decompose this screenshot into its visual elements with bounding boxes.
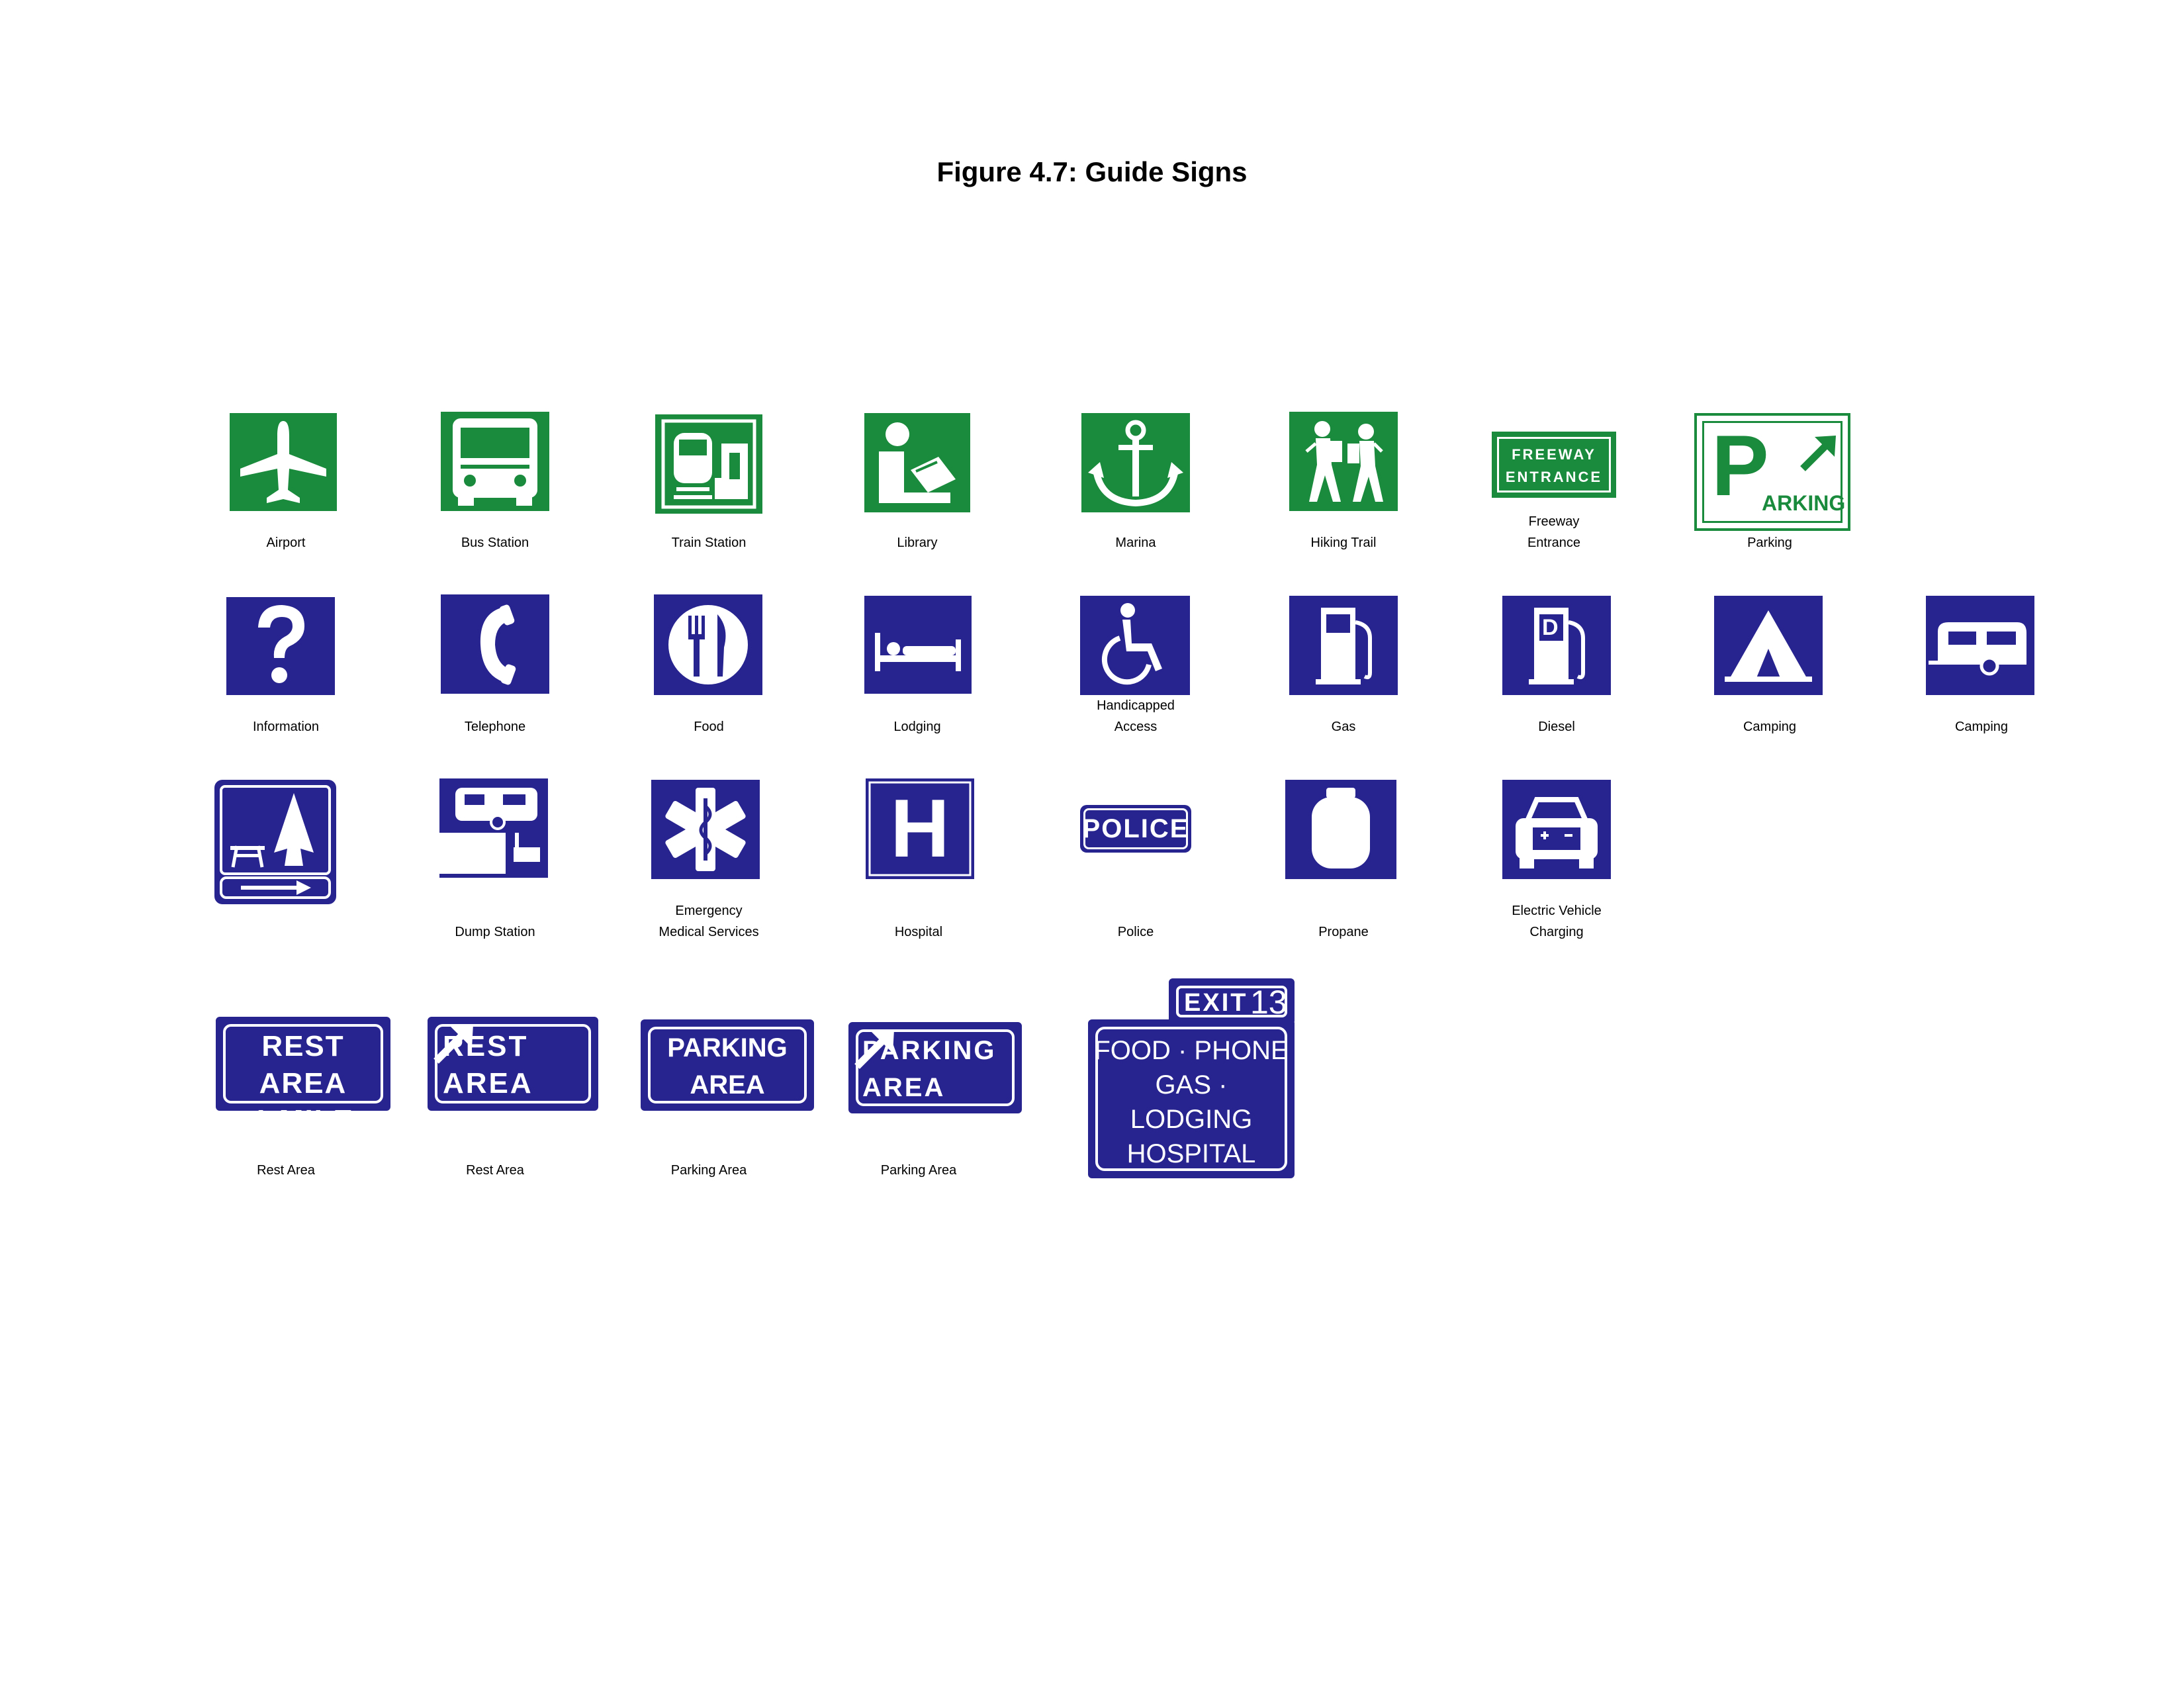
parking-sign: P ARKING [1694, 413, 1850, 531]
rest-area-arrow-sign: REST AREA [428, 1017, 598, 1111]
hospital-sign: H [866, 778, 974, 879]
caption-food: Food [694, 720, 724, 734]
hiking-trail-sign [1289, 412, 1398, 511]
caption-airport: Airport [266, 536, 306, 550]
caption-lodging: Lodging [893, 720, 941, 734]
freeway-entrance-text: FREEWAY ENTRANCE [1505, 446, 1603, 485]
ev-charging-icon [1502, 780, 1611, 879]
caption-hospital: Hospital [894, 925, 943, 939]
exit-number: 13 [1250, 984, 1287, 1021]
picnic-area-sign [214, 780, 336, 904]
arrow-up-right-icon [433, 1024, 473, 1064]
caption-hiking-trail: Hiking Trail [1310, 536, 1377, 550]
fork-knife-icon [654, 594, 762, 695]
caption-ev-charging: Electric Vehicle Charging [1512, 904, 1602, 939]
diesel-pump-icon [1502, 596, 1611, 695]
emergency-medical-sign [651, 780, 760, 879]
hospital-letter: H [890, 783, 950, 874]
marina-sign [1081, 413, 1190, 512]
caption-handicapped-access: Handicapped Access [1097, 698, 1175, 734]
caption-diesel: Diesel [1538, 720, 1575, 734]
caption-telephone: Telephone [464, 720, 526, 734]
camping-trailer-sign [1926, 596, 2034, 695]
police-sign-text: POLICE [1082, 814, 1189, 843]
parking-rest-text: ARKING [1762, 491, 1846, 515]
police-sign: POLICE [1080, 805, 1191, 853]
arrow-up-right-icon [854, 1029, 894, 1069]
propane-tank-icon [1285, 780, 1396, 879]
figure-title: Figure 4.7: Guide Signs [936, 156, 1248, 187]
exit-services-sign: FOOD · PHONE GAS · LODGING HOSPITAL CAMP… [1088, 1019, 1295, 1203]
caption-freeway-entrance: Freeway Entrance [1527, 514, 1581, 550]
camping-tent-sign [1714, 596, 1823, 695]
information-sign [226, 597, 335, 695]
arrow-up-right-icon [1800, 436, 1836, 471]
parking-area-arrow-text: PARKING AREA [862, 1036, 997, 1102]
dump-station-icon [439, 778, 548, 878]
caption-emergency-medical: Emergency Medical Services [659, 904, 759, 939]
bed-icon [864, 596, 972, 694]
caption-library: Library [897, 536, 938, 550]
hikers-icon [1289, 412, 1398, 511]
telephone-sign [441, 594, 549, 694]
caption-marina: Marina [1115, 536, 1156, 550]
anchor-icon [1081, 413, 1190, 512]
propane-sign [1285, 780, 1396, 879]
caption-parking-area-2: Parking Area [880, 1163, 957, 1178]
ev-charging-sign [1502, 780, 1611, 879]
diesel-letter: D [1542, 615, 1559, 640]
caption-rest-area-2: Rest Area [466, 1163, 524, 1178]
rest-area-arrow-text: REST AREA [443, 1030, 533, 1100]
caption-propane: Propane [1318, 925, 1369, 939]
caption-dump-station: Dump Station [455, 925, 535, 939]
caption-camping-trailer: Camping [1954, 720, 2009, 734]
dump-station-sign [439, 778, 548, 878]
camper-trailer-icon [1926, 596, 2034, 695]
lodging-sign [864, 596, 972, 694]
question-mark-icon [226, 597, 335, 695]
airplane-icon [230, 413, 337, 511]
exit-tab-sign: EXIT 13 [1169, 978, 1295, 1025]
caption-parking-area-1: Parking Area [670, 1163, 747, 1178]
rest-area-1-mile-sign: REST AREA 1 MILE [216, 1017, 390, 1137]
caption-train-station: Train Station [671, 536, 747, 550]
bus-station-sign [441, 412, 549, 511]
exit-services-text: FOOD · PHONE GAS · LODGING HOSPITAL CAMP… [1094, 1036, 1289, 1203]
bus-icon [441, 412, 549, 511]
caption-parking: Parking [1747, 536, 1792, 550]
tent-icon [1714, 596, 1823, 695]
exit-word: EXIT [1184, 989, 1248, 1017]
handicapped-access-sign [1080, 596, 1190, 695]
star-of-life-icon [651, 780, 760, 879]
airport-sign [230, 413, 337, 511]
caption-information: Information [252, 720, 320, 734]
food-sign [654, 594, 762, 695]
freeway-entrance-sign: FREEWAY ENTRANCE [1492, 432, 1616, 498]
caption-police: Police [1117, 925, 1154, 939]
library-sign [864, 413, 970, 512]
caption-gas: Gas [1331, 720, 1356, 734]
book-reader-icon [864, 413, 970, 512]
rest-area-1-mile-text: REST AREA 1 MILE [252, 1030, 354, 1137]
hospital-h-icon [866, 778, 974, 879]
gas-sign [1289, 596, 1398, 695]
parking-big-letter: P [1711, 417, 1769, 514]
parking-area-arrow-sign: PARKING AREA [848, 1022, 1022, 1113]
caption-camping-tent: Camping [1743, 720, 1797, 734]
parking-area-1-mile-text: PARKING AREA 1 MILE [667, 1033, 788, 1137]
gas-pump-icon [1289, 596, 1398, 695]
picnic-tree-icon [214, 780, 336, 904]
caption-rest-area-1: Rest Area [257, 1163, 315, 1178]
diesel-sign: D [1502, 596, 1611, 695]
telephone-icon [441, 594, 549, 694]
caption-bus-station: Bus Station [461, 536, 529, 550]
wheelchair-icon [1080, 596, 1190, 695]
train-station-sign [655, 414, 762, 514]
parking-area-1-mile-sign: PARKING AREA 1 MILE [641, 1019, 814, 1137]
train-icon [655, 414, 762, 514]
